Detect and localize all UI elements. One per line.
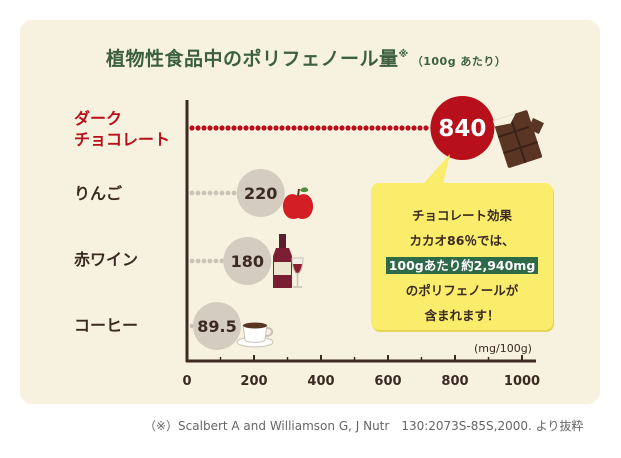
bar-dot — [285, 125, 291, 131]
bar-dot — [417, 125, 423, 131]
apple-icon — [282, 187, 314, 219]
bar-dot — [225, 125, 231, 131]
chocolate-piece-icon — [528, 118, 544, 134]
category-label-chocolate: ダーク チョコレート — [74, 109, 171, 149]
callout-line-1: チョコレート効果 — [411, 208, 512, 223]
bar-dot — [207, 125, 213, 131]
bar-dot — [381, 125, 387, 131]
bar-dot — [423, 125, 429, 131]
bar-dot — [225, 190, 231, 196]
footnote: （※）Scalbert A and Williamson G, J Nutr 1… — [144, 419, 584, 433]
x-tick-label: 200 — [240, 374, 267, 389]
bar-value-circle — [236, 169, 285, 217]
bar-dot — [237, 125, 243, 131]
bar-dot — [249, 125, 255, 131]
chart-title: 植物性食品中のポリフェノール量※（100g あたり） — [106, 44, 506, 71]
title-mark: ※ — [398, 49, 409, 60]
bar-dot — [201, 190, 207, 196]
bar-dot — [333, 125, 339, 131]
bar-dot — [273, 125, 279, 131]
bar-dot — [201, 125, 207, 131]
bar-value-label: 89.5 — [197, 317, 236, 336]
bar-value-circle — [223, 237, 272, 285]
bar-dot — [297, 125, 303, 131]
category-label-wine: 赤ワイン — [74, 250, 139, 269]
bar-dot — [327, 125, 333, 131]
bar-value-label: 180 — [231, 252, 264, 271]
unit-label: (mg/100g) — [474, 342, 532, 355]
bar-dot — [189, 190, 195, 196]
chocolate-icon — [492, 110, 543, 168]
bar-dot — [267, 125, 273, 131]
bar-value-label: 840 — [438, 116, 486, 142]
bar-dot — [375, 125, 381, 131]
bar-dot — [195, 125, 201, 131]
bar-dot — [255, 125, 261, 131]
bar-dot — [351, 125, 357, 131]
bar-dot — [363, 125, 369, 131]
bar-dot — [219, 190, 225, 196]
bar-dot — [213, 258, 219, 264]
title-main: 植物性食品中のポリフェノール量 — [106, 48, 399, 70]
bar-dot — [189, 125, 195, 131]
bar-dot — [321, 125, 327, 131]
bar-dot — [303, 125, 309, 131]
bar-dot — [231, 190, 237, 196]
bar-dot — [315, 125, 321, 131]
x-tick-label: 600 — [374, 374, 401, 389]
bar-dot — [219, 125, 225, 131]
bar-dot — [201, 258, 207, 264]
bar-dot — [399, 125, 405, 131]
bar-dot — [207, 190, 213, 196]
bar-dot — [291, 125, 297, 131]
bar-value-circle — [430, 96, 495, 160]
bar-dot — [369, 125, 375, 131]
coffee-icon — [236, 322, 274, 348]
callout-line-5: 含まれます！ — [424, 308, 500, 323]
x-tick-label: 800 — [441, 374, 468, 389]
callout-line-2: カカオ86％では、 — [409, 233, 515, 248]
category-label-apple: りんご — [74, 184, 123, 203]
title-unit: （100g あたり） — [411, 55, 507, 68]
bar-value-circle — [192, 302, 241, 350]
bar-dot — [189, 258, 195, 264]
bar-dot — [195, 258, 201, 264]
bar-dot — [279, 125, 285, 131]
callout-box: チョコレート効果 カカオ86％では、 100gあたり約2,940mg のポリフェ… — [371, 183, 553, 330]
bar-dot — [357, 125, 363, 131]
bar-dot — [261, 125, 267, 131]
bar-dot — [339, 125, 345, 131]
x-tick-label: 400 — [307, 374, 334, 389]
bar-dot — [405, 125, 411, 131]
bar-dot — [393, 125, 399, 131]
bar-dot — [231, 125, 237, 131]
bar-value-label: 220 — [244, 184, 277, 203]
callout-line-4: のポリフェノールが — [405, 283, 519, 298]
bar-dot — [213, 190, 219, 196]
bar-dot — [195, 190, 201, 196]
callout-pointer — [423, 154, 450, 184]
x-tick-label: 0 — [182, 374, 191, 389]
bar-dot — [411, 125, 417, 131]
bar-dot — [213, 125, 219, 131]
callout-highlight: 100gあたり約2,940mg — [385, 257, 539, 274]
category-label-coffee: コーヒー — [74, 316, 139, 335]
wine-icon — [273, 234, 304, 288]
bar-dot — [243, 125, 249, 131]
bar-dot — [219, 258, 225, 264]
x-tick-label: 1000 — [504, 374, 540, 389]
bar-dot — [387, 125, 393, 131]
bar-dot — [345, 125, 351, 131]
bar-dot — [207, 258, 213, 264]
bar-dot — [309, 125, 315, 131]
